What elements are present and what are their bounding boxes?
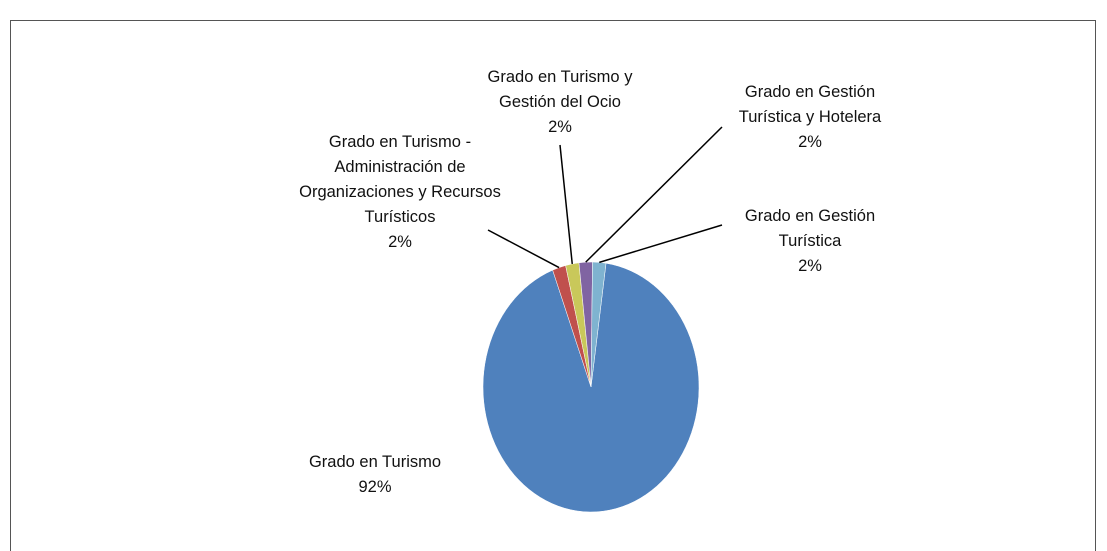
percent-label: 2% (798, 257, 822, 275)
percent-label: 2% (548, 118, 572, 136)
slice-label: Grado en Turismo 92% (270, 450, 480, 500)
leader-line (599, 224, 723, 264)
leader-line (585, 126, 723, 263)
category-name: Grado en Gestión Turística (744, 207, 876, 250)
leader-line (559, 144, 573, 264)
percent-label: 2% (388, 233, 412, 251)
category-name: Grado en Turismo (308, 453, 442, 471)
slice-label: Grado en Turismo y Gestión del Ocio 2% (475, 65, 645, 140)
pie-slice (482, 262, 700, 513)
percent-label: 92% (358, 478, 392, 496)
percent-label: 2% (798, 133, 822, 151)
slice-label: Grado en Gestión Turística 2% (720, 204, 900, 279)
category-name: Grado en Turismo y Gestión del Ocio (487, 68, 633, 111)
chart-frame (10, 20, 1096, 551)
slice-label: Grado en Turismo - Administración de Org… (295, 130, 505, 255)
category-name: Grado en Turismo - Administración de Org… (299, 133, 501, 226)
leader-line (487, 229, 560, 269)
category-name: Grado en Gestión Turística y Hotelera (738, 83, 882, 126)
slice-label: Grado en Gestión Turística y Hotelera 2% (715, 80, 905, 155)
